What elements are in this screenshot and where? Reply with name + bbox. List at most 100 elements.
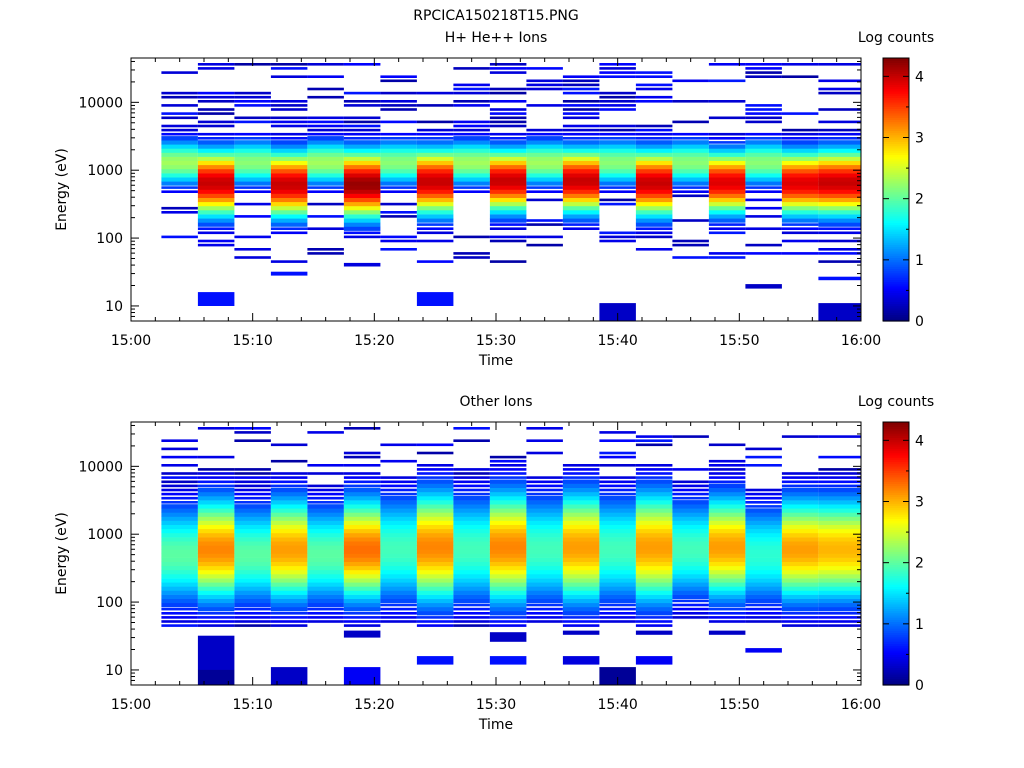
- heatmap-cell: [489, 239, 527, 243]
- heatmap-cell: [818, 435, 861, 438]
- heatmap-cell: [416, 479, 454, 484]
- heatmap-cell: [562, 75, 600, 78]
- heatmap-cell: [416, 128, 454, 132]
- heatmap-cell: [307, 190, 344, 193]
- heatmap-cell: [818, 128, 861, 132]
- heatmap-cell: [489, 205, 527, 211]
- heatmap-cell: [234, 533, 271, 538]
- heatmap-cell: [343, 586, 381, 591]
- heatmap-cell: [270, 516, 308, 521]
- heatmap-cell: [489, 520, 527, 525]
- heatmap-cell: [307, 472, 344, 475]
- heatmap-cell: [526, 186, 563, 189]
- heatmap-cell: [416, 210, 454, 215]
- heatmap-cell: [380, 533, 417, 538]
- heatmap-cell: [781, 177, 819, 182]
- heatmap-cell: [343, 140, 381, 145]
- heatmap-cell: [672, 152, 709, 157]
- heatmap-cell: [818, 210, 861, 215]
- x-tick-label: 15:00: [111, 697, 151, 713]
- heatmap-cell: [453, 169, 490, 174]
- heatmap-cell: [489, 156, 527, 161]
- heatmap-cell: [818, 152, 861, 157]
- heatmap-cell: [635, 177, 673, 182]
- heatmap-cell: [453, 439, 490, 442]
- heatmap-cell: [781, 574, 819, 579]
- heatmap-cell: [234, 202, 271, 206]
- heatmap-cell: [526, 616, 563, 619]
- heatmap-cell: [781, 201, 819, 207]
- heatmap-cell: [781, 582, 819, 587]
- heatmap-cell: [781, 612, 819, 615]
- heatmap-cell: [672, 243, 709, 247]
- heatmap-cell: [635, 71, 673, 74]
- colorbar-tick-label: 0: [915, 678, 924, 694]
- heatmap-cell: [818, 455, 861, 459]
- heatmap-cell: [599, 492, 636, 496]
- heatmap-cell: [307, 152, 344, 157]
- heatmap-cell: [635, 218, 673, 223]
- heatmap-cell: [635, 487, 673, 493]
- y-tick-label: 1000: [87, 527, 123, 543]
- heatmap-cell: [562, 602, 600, 608]
- heatmap-cell: [745, 67, 782, 70]
- heatmap-cell: [781, 524, 819, 530]
- heatmap-cell: [489, 491, 527, 497]
- heatmap-cell: [453, 590, 490, 595]
- heatmap-cell: [635, 468, 673, 471]
- heatmap-cell: [416, 533, 454, 538]
- heatmap-cell: [161, 594, 198, 599]
- heatmap-cell: [526, 67, 563, 70]
- heatmap-cell: [818, 156, 861, 161]
- heatmap-cell: [745, 152, 782, 157]
- heatmap-cell: [343, 574, 381, 579]
- heatmap-cell: [562, 177, 600, 182]
- heatmap-cell: [562, 553, 600, 558]
- heatmap-cell: [526, 590, 563, 595]
- heatmap-cell: [416, 164, 454, 170]
- heatmap-cell: [416, 616, 454, 619]
- heatmap-cell: [453, 545, 490, 550]
- y-axis-label: Energy (eV): [54, 512, 70, 595]
- heatmap-cell: [161, 520, 198, 525]
- heatmap-cell: [526, 565, 563, 571]
- heatmap-cell: [818, 606, 861, 612]
- heatmap-cell: [380, 512, 417, 517]
- heatmap-cell: [234, 439, 271, 442]
- x-axis-label: Time: [478, 717, 513, 733]
- heatmap-cell: [818, 160, 861, 166]
- heatmap-cell: [818, 252, 861, 255]
- heatmap-cell: [562, 594, 600, 599]
- heatmap-cell: [489, 504, 527, 509]
- heatmap-cell: [562, 193, 600, 198]
- heatmap-cell: [489, 152, 527, 157]
- heatmap-cell: [416, 189, 454, 194]
- heatmap-cell: [270, 586, 308, 591]
- heatmap-cell: [708, 557, 746, 562]
- heatmap-cell: [672, 512, 709, 517]
- heatmap-cell: [197, 124, 235, 128]
- heatmap-cell: [161, 455, 198, 459]
- heatmap-cell: [416, 574, 454, 579]
- heatmap-cell: [270, 164, 308, 170]
- heatmap-cell: [197, 468, 235, 471]
- heatmap-cell: [489, 260, 527, 263]
- heatmap-cell: [635, 500, 673, 505]
- heatmap-cell: [526, 79, 563, 83]
- heatmap-cell: [635, 557, 673, 562]
- heatmap-cell: [343, 137, 381, 140]
- heatmap-cell: [453, 620, 490, 623]
- heatmap-cell: [635, 435, 673, 438]
- heatmap-cell: [562, 116, 600, 120]
- heatmap-cell: [416, 177, 454, 182]
- heatmap-cell: [197, 214, 235, 219]
- heatmap-cell: [781, 185, 819, 190]
- heatmap-cell: [526, 177, 563, 182]
- heatmap-cell: [489, 476, 527, 479]
- heatmap-cell: [380, 104, 417, 107]
- heatmap-cell: [781, 500, 819, 505]
- heatmap-cell: [708, 137, 746, 140]
- heatmap-cell: [562, 516, 600, 521]
- heatmap-cell: [818, 487, 861, 493]
- heatmap-cell: [781, 218, 819, 223]
